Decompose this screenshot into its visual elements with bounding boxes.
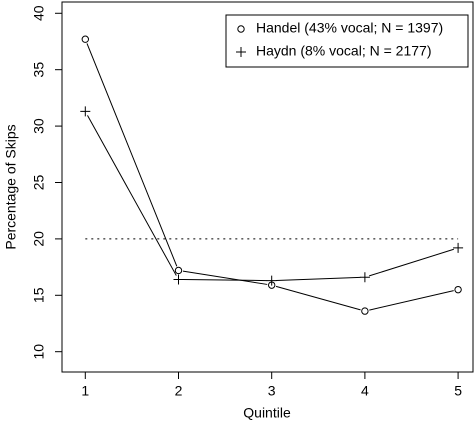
marker — [359, 272, 370, 283]
legend-label: Handel (43% vocal; N = 1397) — [256, 20, 443, 36]
marker — [236, 47, 246, 57]
x-tick-label: 4 — [361, 383, 369, 399]
marker — [81, 35, 89, 43]
y-tick-label: 20 — [31, 231, 47, 247]
marker — [454, 285, 462, 294]
y-tick-label: 35 — [31, 62, 47, 78]
marker — [237, 25, 245, 33]
series-line — [86, 43, 454, 311]
legend: Handel (43% vocal; N = 1397) Haydn (8% vo… — [225, 14, 469, 68]
marker — [453, 242, 464, 253]
marker — [361, 307, 369, 315]
y-tick-label: 25 — [31, 174, 47, 190]
x-tick-label: 5 — [454, 383, 462, 399]
legend-label: Haydn (8% vocal; N = 2177) — [256, 43, 431, 59]
marker — [174, 266, 183, 275]
marker — [80, 106, 91, 117]
y-tick-label: 30 — [31, 118, 47, 134]
y-axis-label: Percentage of Skips — [3, 124, 19, 249]
series-line — [87, 115, 454, 282]
y-tick-label: 15 — [31, 287, 47, 303]
y-tick-label: 10 — [31, 344, 47, 360]
legend-frame — [225, 14, 469, 68]
plot-frame — [61, 1, 474, 373]
x-tick-label: 3 — [268, 383, 276, 399]
x-axis-label: Quintile — [243, 405, 291, 421]
x-tick-label: 2 — [175, 383, 183, 399]
x-tick-label: 1 — [81, 383, 89, 399]
y-tick-label: 40 — [31, 5, 47, 21]
marker — [173, 274, 184, 285]
marker — [266, 275, 277, 286]
